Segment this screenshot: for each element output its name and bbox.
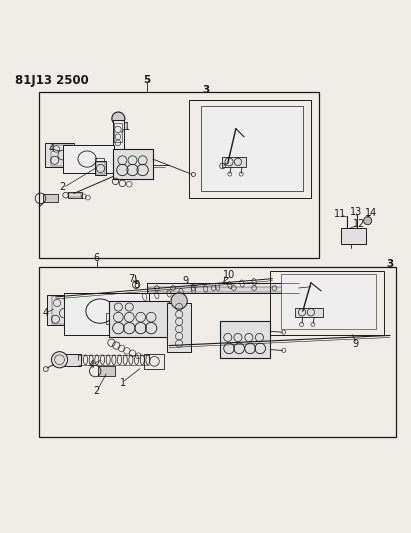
Bar	[43, 195, 58, 202]
Bar	[148, 287, 298, 292]
Text: 4: 4	[88, 360, 94, 369]
Bar	[39, 92, 319, 259]
Text: 14: 14	[365, 208, 377, 218]
Bar	[51, 145, 72, 166]
Bar	[98, 366, 115, 376]
Bar	[201, 107, 303, 191]
Bar	[63, 354, 81, 366]
Text: 1: 1	[124, 122, 130, 132]
Text: 6: 6	[94, 253, 100, 263]
Bar	[68, 192, 82, 198]
Bar	[39, 266, 396, 437]
Text: 81J13 2500: 81J13 2500	[15, 74, 89, 87]
Text: 5: 5	[143, 75, 150, 85]
Circle shape	[51, 352, 68, 368]
Bar	[96, 163, 105, 174]
Text: 4: 4	[42, 308, 48, 318]
Bar	[69, 193, 81, 197]
Bar	[280, 274, 376, 329]
Bar	[114, 123, 122, 142]
Bar	[220, 321, 270, 358]
Bar	[45, 143, 74, 167]
Text: 11: 11	[335, 209, 346, 219]
Circle shape	[364, 216, 372, 225]
Bar	[106, 313, 122, 325]
Text: 7: 7	[129, 273, 135, 284]
Bar	[95, 161, 106, 175]
Bar	[95, 158, 104, 166]
Circle shape	[112, 112, 125, 125]
Bar	[147, 282, 299, 293]
Text: 9: 9	[182, 276, 188, 286]
Text: 13: 13	[350, 207, 363, 217]
Text: 9: 9	[353, 338, 358, 349]
Text: 12: 12	[353, 219, 365, 229]
Bar	[270, 271, 384, 335]
Text: 3: 3	[386, 260, 394, 270]
Bar	[109, 301, 169, 337]
Bar	[295, 308, 323, 317]
Text: 10: 10	[223, 270, 235, 280]
Bar	[144, 354, 164, 369]
Bar	[167, 303, 191, 352]
Bar	[52, 296, 77, 324]
Bar	[113, 120, 124, 149]
Circle shape	[171, 293, 187, 309]
Text: 8: 8	[134, 280, 140, 290]
Text: 3: 3	[202, 85, 209, 95]
Text: 2: 2	[93, 386, 99, 396]
Bar	[189, 100, 311, 198]
Bar	[113, 149, 153, 179]
Bar	[64, 293, 149, 335]
Text: 2: 2	[60, 182, 66, 192]
Bar	[63, 145, 114, 173]
Bar	[341, 228, 366, 244]
Text: 4: 4	[48, 144, 55, 154]
Bar	[222, 157, 246, 167]
Bar	[47, 295, 78, 325]
Text: 1: 1	[120, 378, 126, 388]
